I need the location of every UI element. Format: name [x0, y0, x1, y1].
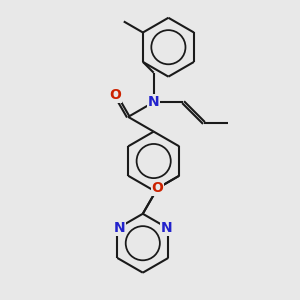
- Text: N: N: [114, 221, 125, 236]
- Text: O: O: [110, 88, 122, 102]
- Text: N: N: [148, 95, 160, 109]
- Text: N: N: [160, 221, 172, 236]
- Text: O: O: [152, 181, 164, 195]
